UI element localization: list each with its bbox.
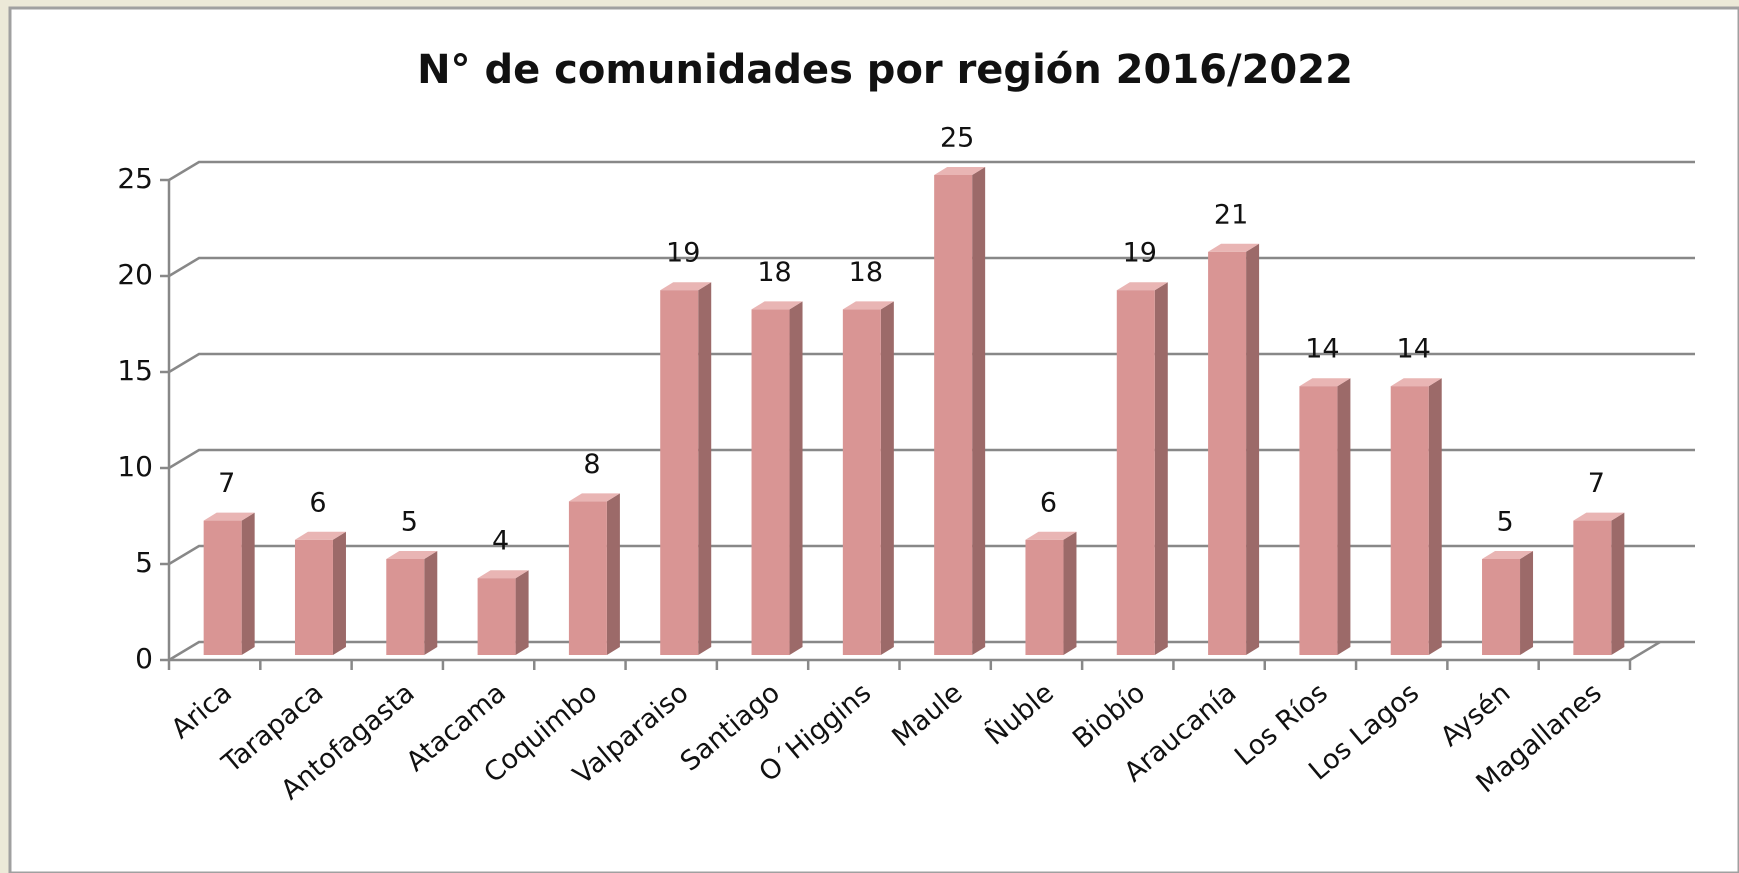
- bar: [568, 501, 607, 655]
- bar: [934, 175, 973, 655]
- bar-top: [1208, 243, 1260, 252]
- bar: [660, 290, 699, 655]
- data-label: 6: [309, 487, 326, 518]
- bar: [203, 520, 242, 655]
- bar-side: [1337, 378, 1351, 655]
- y-tick-label: 20: [117, 258, 153, 291]
- bar-top: [1573, 512, 1625, 521]
- y-tick-label: 5: [135, 546, 153, 579]
- bar: [1208, 251, 1247, 656]
- y-tick-label: 25: [117, 162, 153, 195]
- data-label: 18: [849, 257, 883, 288]
- data-label: 21: [1214, 199, 1248, 230]
- bar-side: [789, 301, 803, 655]
- bar-side: [698, 282, 712, 655]
- bar: [1025, 539, 1064, 655]
- bar-top: [568, 493, 620, 502]
- data-label: 19: [666, 238, 700, 269]
- y-tick-label: 10: [117, 450, 153, 483]
- data-label: 4: [492, 526, 509, 557]
- bar-top: [1390, 378, 1442, 387]
- bar-side: [606, 493, 620, 655]
- data-label: 19: [1123, 238, 1157, 269]
- bar-side: [1428, 378, 1442, 655]
- bar-top: [294, 531, 346, 540]
- bar: [842, 309, 881, 655]
- bar-side: [241, 512, 255, 655]
- bar: [1390, 386, 1429, 655]
- data-label: 7: [218, 468, 235, 499]
- bar: [1573, 520, 1612, 655]
- bar-side: [972, 167, 986, 655]
- grid-line: [168, 640, 1695, 662]
- grid-line: [168, 352, 1695, 374]
- y-tick-label: 15: [117, 354, 153, 387]
- bar-side: [1246, 243, 1260, 656]
- bar-side: [424, 551, 438, 655]
- data-label: 7: [1588, 468, 1605, 499]
- bar: [1299, 386, 1338, 655]
- bar: [477, 578, 516, 655]
- bar-top: [203, 512, 255, 521]
- data-label: 8: [583, 449, 600, 480]
- bar-top: [842, 301, 894, 310]
- bar-side: [1520, 551, 1534, 655]
- floor-edge: [1629, 640, 1661, 662]
- data-label: 14: [1305, 334, 1339, 365]
- bar-top: [1299, 378, 1351, 387]
- data-label: 5: [401, 507, 418, 538]
- bar-top: [1116, 282, 1168, 291]
- bar: [751, 309, 790, 655]
- data-label: 6: [1040, 487, 1057, 518]
- data-label: 18: [757, 257, 791, 288]
- grid-line: [168, 256, 1695, 278]
- bar-side: [1611, 512, 1625, 655]
- bar: [294, 539, 333, 655]
- bar-top: [934, 167, 986, 175]
- chart-title: N° de comunidades por región 2016/2022: [417, 47, 1353, 93]
- bar-top: [477, 570, 529, 579]
- data-label: 25: [940, 123, 974, 154]
- bar-top: [751, 301, 803, 310]
- bar-top: [386, 551, 438, 559]
- grid-line: [168, 448, 1695, 470]
- bar-side: [515, 570, 529, 655]
- bar-top: [1025, 531, 1077, 540]
- grid-line: [168, 544, 1695, 566]
- bar-top: [660, 282, 712, 291]
- bar: [1482, 559, 1521, 655]
- data-label: 14: [1397, 334, 1431, 365]
- bar-side: [1154, 282, 1168, 655]
- bar-side: [880, 301, 894, 655]
- bar-side: [332, 531, 346, 655]
- bar: [1116, 290, 1155, 655]
- data-label: 5: [1496, 507, 1513, 538]
- grid-line: [168, 160, 1695, 182]
- y-tick-label: 0: [135, 642, 153, 675]
- bar-side: [1063, 531, 1077, 655]
- bar: [386, 559, 425, 655]
- bar-top: [1482, 551, 1534, 559]
